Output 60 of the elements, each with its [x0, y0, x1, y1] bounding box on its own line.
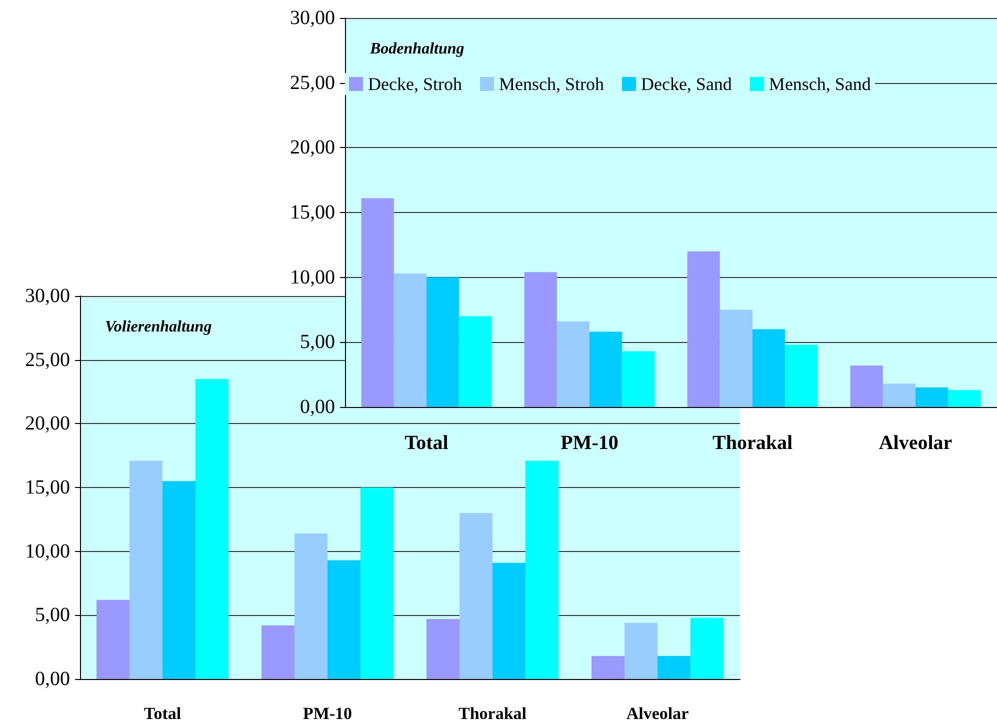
x-tick-label: Thorakal: [458, 704, 527, 722]
bar: [687, 251, 720, 407]
bar: [426, 618, 460, 679]
x-tick-label: PM-10: [560, 432, 618, 454]
x-tick-label: Alveolar: [878, 432, 952, 454]
y-tick-label: 15,00: [290, 202, 335, 224]
y-tick-label: 5,00: [300, 331, 335, 354]
x-tick-label: Thorakal: [712, 432, 793, 454]
x-tick-label: Total: [144, 704, 182, 722]
bar: [328, 560, 360, 679]
bar: [592, 656, 624, 679]
bar: [526, 460, 558, 679]
y-tick-label: 0,00: [300, 396, 335, 418]
bar: [294, 533, 328, 679]
bar: [460, 513, 492, 679]
bar: [948, 390, 981, 407]
bar: [262, 625, 294, 679]
text: Volierenhaltung: [105, 318, 212, 336]
bar: [752, 329, 786, 407]
y-tick-label: 20,00: [25, 412, 70, 435]
bar: [196, 378, 228, 679]
y-tick-label: 30,00: [290, 7, 335, 29]
x-tick-label: PM-10: [302, 704, 352, 722]
y-tick-label: 5,00: [35, 604, 70, 626]
bar: [459, 316, 492, 407]
bar: [394, 273, 426, 407]
bar: [361, 198, 394, 407]
legend-label: Mensch, Sand: [768, 74, 871, 94]
text: Bodenhaltung: [369, 40, 464, 58]
bar: [590, 332, 622, 407]
bar: [622, 351, 655, 407]
bar: [162, 481, 196, 679]
y-tick-label: 30,00: [25, 285, 70, 307]
y-tick-label: 0,00: [35, 668, 70, 690]
bar: [658, 656, 690, 679]
legend-label: Decke, Stroh: [368, 74, 462, 94]
bar: [916, 388, 948, 407]
bar: [785, 344, 818, 407]
bar: [624, 622, 658, 679]
x-tick-label: Total: [404, 432, 449, 454]
bar: [426, 277, 460, 407]
legend-label: Decke, Sand: [640, 74, 732, 94]
bar: [492, 562, 526, 679]
bar: [720, 310, 752, 407]
y-tick-label: 20,00: [290, 136, 335, 159]
legend-label: Mensch, Stroh: [498, 74, 604, 94]
bar: [96, 600, 130, 679]
bar: [882, 384, 916, 407]
bar: [524, 272, 557, 407]
bar: [850, 366, 883, 407]
x-tick-label: Alveolar: [626, 704, 690, 722]
bar: [360, 488, 394, 679]
bar: [690, 618, 724, 679]
bar: [556, 321, 590, 407]
y-tick-label: 10,00: [25, 540, 70, 562]
y-tick-label: 25,00: [290, 72, 335, 94]
y-tick-label: 15,00: [25, 476, 70, 498]
y-tick-label: 25,00: [25, 348, 70, 371]
bar: [130, 460, 162, 679]
y-tick-label: 10,00: [290, 266, 335, 288]
